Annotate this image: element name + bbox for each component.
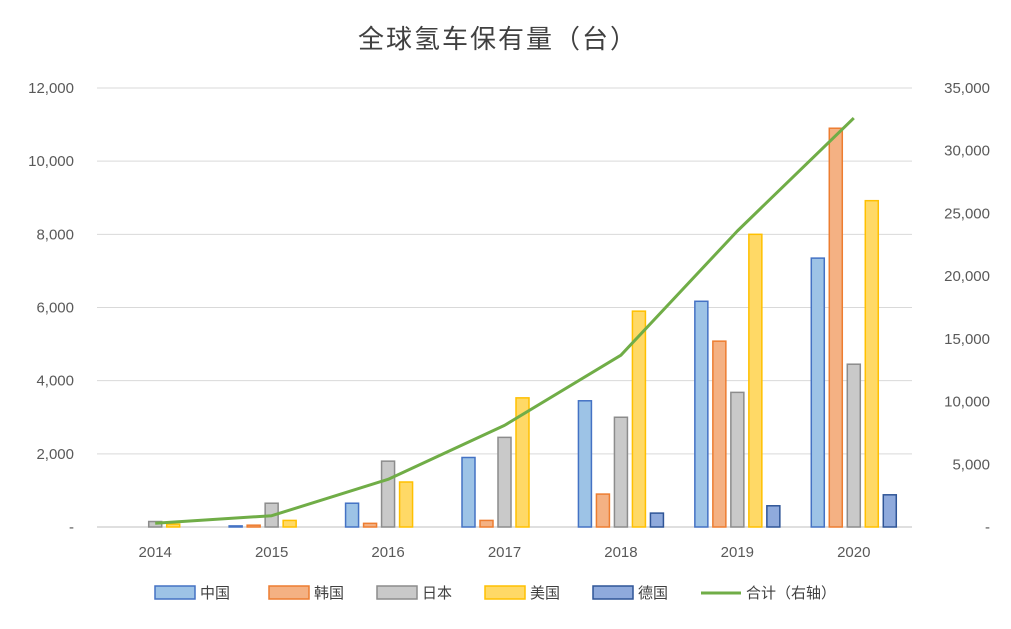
bar bbox=[461, 456, 476, 528]
bar bbox=[730, 391, 745, 528]
bar bbox=[649, 512, 665, 528]
bar bbox=[362, 522, 378, 528]
x-tick-label: 2020 bbox=[837, 544, 870, 561]
y-left-tick-label: 2,000 bbox=[36, 446, 74, 463]
bar bbox=[694, 300, 709, 528]
bar bbox=[479, 519, 494, 528]
bar bbox=[846, 363, 862, 528]
y-left-tick-label: 12,000 bbox=[28, 80, 74, 97]
y-right-tick-label: 30,000 bbox=[944, 143, 990, 160]
x-tick-label: 2015 bbox=[255, 544, 288, 561]
legend-label: 中国 bbox=[200, 584, 230, 602]
legend-swatch bbox=[592, 585, 634, 600]
bar bbox=[712, 340, 727, 528]
legend: 中国 韩国 日本 美国 德国 合计（右轴） bbox=[154, 584, 836, 602]
y-right-tick-label: 35,000 bbox=[944, 80, 990, 97]
series-line bbox=[155, 117, 855, 525]
y-right-tick-label: - bbox=[985, 519, 990, 536]
x-tick-label: 2014 bbox=[139, 544, 172, 561]
bar bbox=[497, 436, 512, 528]
bar bbox=[380, 460, 396, 528]
y-left-tick-label: 10,000 bbox=[28, 153, 74, 170]
bar bbox=[613, 416, 629, 528]
bar bbox=[515, 397, 530, 528]
y-right-tick-label: 10,000 bbox=[944, 394, 990, 411]
bar bbox=[165, 523, 181, 528]
y-right-tick-label: 20,000 bbox=[944, 268, 990, 285]
y-right-tick-label: 25,000 bbox=[944, 205, 990, 222]
bar bbox=[828, 127, 844, 528]
bar bbox=[246, 524, 261, 528]
bar bbox=[631, 310, 647, 528]
y-left-tick-label: 6,000 bbox=[36, 300, 74, 317]
x-tick-label: 2019 bbox=[721, 544, 754, 561]
legend-swatch bbox=[484, 585, 526, 600]
bar bbox=[748, 233, 763, 528]
legend-swatch bbox=[154, 585, 196, 600]
bars bbox=[147, 127, 898, 528]
bar bbox=[228, 525, 243, 528]
legend-label: 日本 bbox=[422, 584, 452, 602]
bar bbox=[577, 400, 593, 528]
x-tick-label: 2016 bbox=[371, 544, 404, 561]
gridlines bbox=[97, 87, 912, 528]
bar bbox=[282, 519, 297, 528]
bar bbox=[810, 257, 826, 528]
bar bbox=[398, 481, 414, 528]
total-line bbox=[155, 117, 855, 525]
legend-label: 韩国 bbox=[314, 584, 344, 602]
y-left-tick-label: 8,000 bbox=[36, 226, 74, 243]
legend-label: 合计（右轴） bbox=[746, 584, 836, 602]
bar bbox=[344, 502, 360, 528]
bar bbox=[882, 494, 898, 528]
bar bbox=[864, 199, 880, 528]
bar bbox=[595, 493, 611, 528]
y-right-tick-label: 15,000 bbox=[944, 331, 990, 348]
axes: - 2,000 4,000 6,000 8,000 10,000 12,000 - 5,000 1… bbox=[28, 80, 990, 561]
legend-swatch bbox=[376, 585, 418, 600]
legend-label: 德国 bbox=[638, 584, 668, 602]
x-tick-label: 2017 bbox=[488, 544, 521, 561]
legend-label: 美国 bbox=[530, 584, 560, 602]
legend-swatch bbox=[268, 585, 310, 600]
chart-title: 全球氢车保有量（台） bbox=[358, 25, 638, 55]
x-tick-label: 2018 bbox=[604, 544, 637, 561]
y-left-tick-label: - bbox=[69, 519, 74, 536]
bar bbox=[766, 505, 781, 528]
y-right-tick-label: 5,000 bbox=[952, 456, 990, 473]
y-left-tick-label: 4,000 bbox=[36, 373, 74, 390]
